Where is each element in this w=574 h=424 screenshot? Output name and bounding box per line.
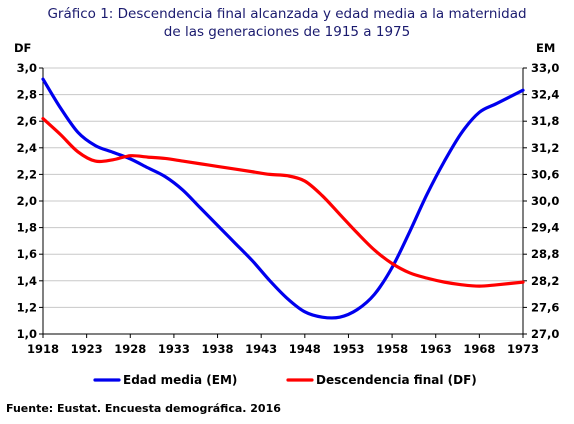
right-tick-label: 31,2	[531, 141, 559, 155]
x-tick-label: 1973	[507, 342, 539, 356]
x-tick-label: 1958	[376, 342, 408, 356]
chart-title-line2: de las generaciones de 1915 a 1975	[163, 24, 411, 40]
right-tick-label: 33,0	[531, 61, 559, 75]
x-tick-label: 1968	[463, 342, 495, 356]
x-tick-label: 1933	[158, 342, 190, 356]
series-line-descendencia-final	[41, 116, 525, 288]
x-tick-label: 1928	[114, 342, 146, 356]
legend-label: Descendencia final (DF)	[316, 373, 477, 387]
right-tick-label: 29,4	[531, 221, 559, 235]
left-tick-label: 3,0	[17, 61, 37, 75]
x-tick-label: 1943	[245, 342, 277, 356]
left-tick-label: 1,6	[17, 247, 37, 261]
x-tick-label: 1948	[289, 342, 321, 356]
x-tick-label: 1953	[332, 342, 364, 356]
left-tick-label: 1,0	[17, 327, 37, 341]
right-tick-label: 32,4	[531, 88, 559, 102]
x-axis-ticks: 1918 1923 1928 1933 1938 1943 1948 1953 1958 1963…	[27, 334, 539, 356]
legend-label: Edad media (EM)	[123, 373, 237, 387]
source-note: Fuente: Eustat. Encuesta demográfica. 20…	[6, 402, 281, 415]
right-tick-label: 27,6	[531, 300, 559, 314]
right-tick-label: 27,0	[531, 327, 559, 341]
series-lines	[41, 77, 525, 320]
series-line-edad-media	[41, 77, 525, 320]
left-tick-label: 2,4	[17, 141, 37, 155]
left-tick-label: 1,4	[17, 274, 37, 288]
right-axis-label: EM	[536, 41, 555, 55]
left-axis-ticks: 1,0 1,2 1,4 1,6 1,8 2,0 2,2 2,4 2,6 2,8 3,0	[17, 61, 43, 341]
right-tick-label: 30,6	[531, 167, 559, 181]
left-tick-label: 1,2	[17, 300, 37, 314]
left-tick-label: 2,6	[17, 114, 37, 128]
x-tick-label: 1923	[71, 342, 103, 356]
chart-title-line1: Gráfico 1: Descendencia final alcanzada …	[47, 6, 527, 22]
right-tick-label: 28,8	[531, 247, 559, 261]
grid-lines	[43, 67, 523, 335]
right-tick-label: 28,2	[531, 274, 559, 288]
left-tick-label: 2,8	[17, 88, 37, 102]
left-axis-label: DF	[14, 41, 31, 55]
left-tick-label: 2,2	[17, 167, 37, 181]
right-tick-label: 30,0	[531, 194, 559, 208]
left-tick-label: 2,0	[17, 194, 37, 208]
legend: Edad media (EM) Descendencia final (DF)	[93, 373, 477, 387]
right-tick-label: 31,8	[531, 114, 559, 128]
left-tick-label: 1,8	[17, 221, 37, 235]
right-axis-ticks: 27,0 27,6 28,2 28,8 29,4 30,0 30,6 31,2 31,8 32,4…	[523, 61, 559, 341]
x-tick-label: 1963	[420, 342, 452, 356]
x-tick-label: 1918	[27, 342, 59, 356]
x-tick-label: 1938	[202, 342, 234, 356]
